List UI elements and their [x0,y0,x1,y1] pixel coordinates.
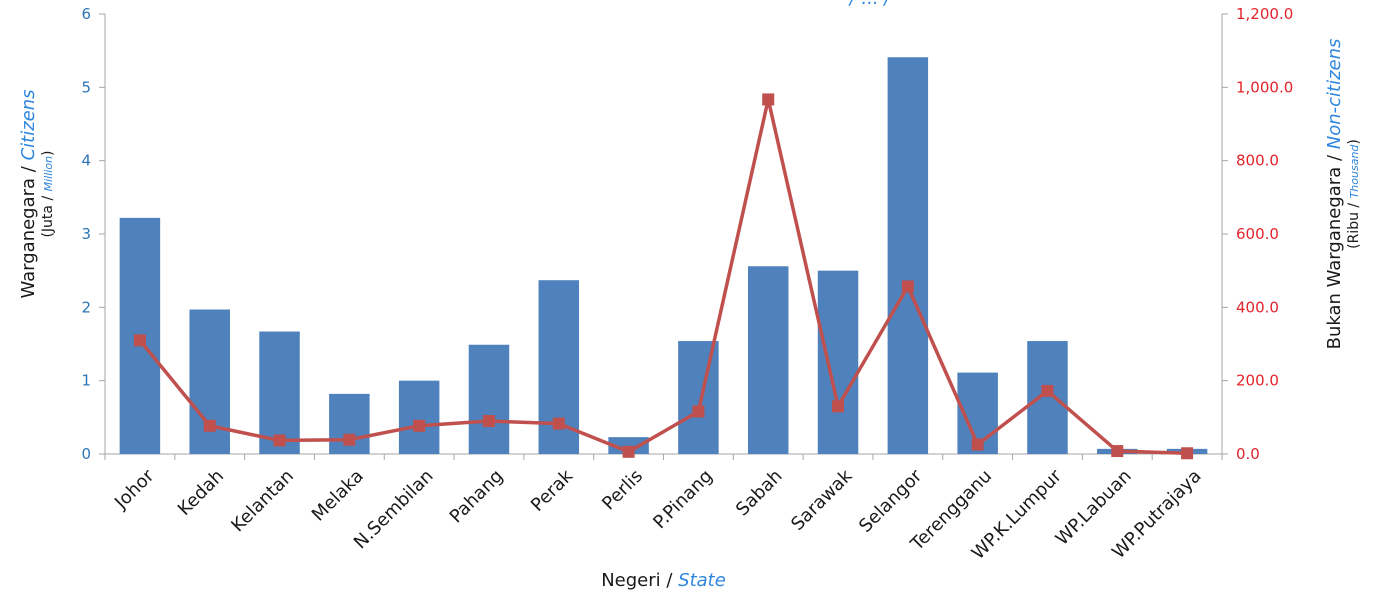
category-label: P.Pinang [649,466,717,534]
x-axis-title-main: Negeri / [601,570,678,591]
left-tick-label: 2 [81,298,91,316]
left-tick-label: 1 [81,372,91,390]
bar [747,266,789,454]
right-axis-subtitle-pre: (Ribu / [1346,198,1362,248]
category-label: Perak [527,465,578,516]
bar [1027,341,1068,454]
category-label: Selangor [855,465,927,537]
left-tick-label: 0 [81,445,91,463]
line-point [622,445,635,458]
left-axis-title-main: Warganegara / [18,160,39,298]
right-tick-label: 400.0 [1236,298,1279,316]
line-point [901,280,914,293]
line-point [1041,384,1054,397]
bar [259,331,300,454]
x-axis-title-italic: State [678,570,726,591]
line-point [692,405,705,418]
left-axis-subtitle: (Juta / Million) [40,150,56,237]
line-point [273,434,286,447]
left-axis-title: Warganegara / Citizens [18,89,39,298]
line-point [762,93,775,106]
right-axis-title: Bukan Warganegara / Non-citizens [1324,39,1345,350]
right-tick-label: 800.0 [1236,152,1279,170]
right-tick-label: 1,200.0 [1236,5,1293,23]
right-axis-title-italic: Non-citizens [1324,39,1345,150]
left-tick-label: 6 [81,5,91,23]
line-path [138,97,1188,456]
category-label: Kedah [174,466,228,520]
right-axis-title-main: Bukan Warganegara / [1324,149,1345,349]
line-point [1111,445,1124,458]
right-tick-label: 1,000.0 [1236,78,1293,96]
left-axis-title-italic: Citizens [18,89,39,160]
bar [468,344,510,454]
bar [678,341,719,454]
line-point [133,334,146,347]
left-tick-label: 3 [81,225,91,243]
category-label: Perlis [598,466,647,515]
right-tick-label: 0.0 [1236,445,1260,463]
line-point [971,438,984,451]
bar [608,437,649,454]
bar [887,57,929,455]
line-point [832,400,845,413]
bar [398,380,440,454]
left-tick-label: 4 [81,152,91,170]
right-axis-subtitle-italic: Thousand [1348,144,1361,199]
right-axis-subtitle-post: ) [1346,139,1362,144]
left-axis-subtitle-post: ) [40,150,56,155]
category-label: Melaka [308,466,368,526]
category-label: Kelantan [227,466,298,537]
bar [817,270,859,454]
category-label: Johor [110,465,159,514]
right-tick-label: 600.0 [1236,225,1279,243]
bar [189,309,230,454]
line-point [482,415,495,427]
line-point [552,417,565,430]
left-tick-label: 5 [81,78,91,96]
right-tick-label: 200.0 [1236,372,1279,390]
left-axis-subtitle-pre: (Juta / [40,191,56,237]
line-point [203,419,216,432]
line-point [1181,447,1194,460]
x-axis-title: Negeri / State [601,570,726,591]
right-axis-subtitle: (Ribu / Thousand) [1346,139,1362,249]
line-series [133,93,1194,460]
chart-title-partial: / ... / [848,0,893,9]
left-axis-subtitle-italic: Million [42,156,55,191]
line-point [343,433,356,446]
category-label: Pahang [446,466,508,528]
category-label: Sabah [732,466,787,521]
line-point [413,419,426,432]
category-label: Sarawak [787,465,857,535]
